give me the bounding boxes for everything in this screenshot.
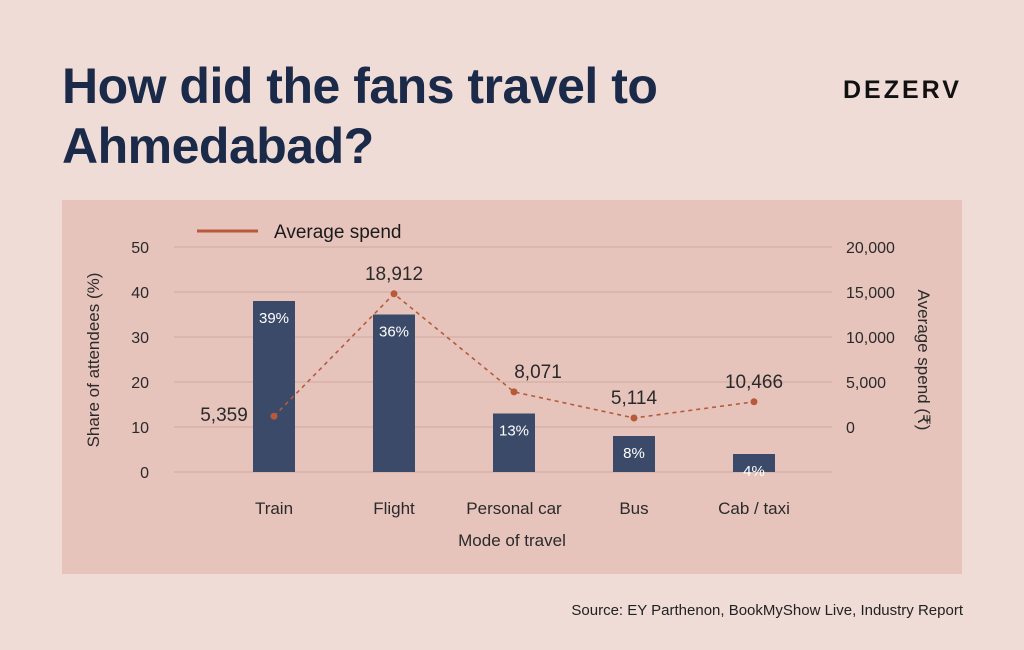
y-tick-label: 30 [131, 330, 149, 347]
x-axis-label: Mode of travel [458, 531, 566, 550]
line-point [750, 398, 758, 406]
y2-axis-label: Average spend (₹) [914, 290, 933, 431]
average-spend-line [273, 292, 755, 419]
legend-label: Average spend [274, 222, 401, 243]
x-tick-label: Personal car [466, 499, 562, 518]
x-tick-label: Train [255, 499, 293, 518]
line-value-label: 18,912 [365, 264, 423, 285]
chart-title: How did the fans travel to Ahmedabad? [62, 58, 658, 174]
line-value-label: 8,071 [514, 362, 562, 383]
bar-value-label: 13% [499, 423, 529, 440]
brand-logo: DEZERV [843, 76, 962, 104]
x-tick-label: Flight [373, 499, 415, 518]
combo-chart: 0 10 20 30 40 50 0 5,000 10,000 15,000 20,000 Share… [84, 222, 933, 550]
line-value-label: 5,359 [200, 405, 248, 426]
bar-value-label: 4% [743, 463, 765, 480]
line-point [270, 412, 278, 420]
bar [253, 301, 295, 472]
bar [493, 413, 535, 472]
y2-tick-label: 15,000 [846, 285, 895, 302]
y-tick-label: 20 [131, 375, 149, 392]
bar [373, 314, 415, 472]
bar-value-label: 8% [623, 445, 645, 462]
y-axis-label: Share of attendees (%) [84, 273, 103, 448]
y-tick-label: 10 [131, 420, 149, 437]
bar [613, 436, 655, 472]
line-point [390, 290, 398, 298]
y2-tick-label: 10,000 [846, 330, 895, 347]
line-point [630, 414, 638, 422]
bar-value-label: 36% [379, 324, 409, 341]
line-point [510, 388, 518, 396]
source-note: Source: EY Parthenon, BookMyShow Live, I… [571, 602, 963, 619]
y2-tick-label: 20,000 [846, 240, 895, 257]
y2-tick-label: 0 [846, 420, 855, 437]
bar [733, 454, 775, 472]
line-value-label: 5,114 [611, 388, 658, 409]
x-tick-label: Bus [619, 499, 648, 518]
bar-value-label: 39% [259, 310, 289, 327]
y-tick-label: 50 [131, 240, 149, 257]
x-tick-label: Cab / taxi [718, 499, 790, 518]
chart-panel: 0 10 20 30 40 50 0 5,000 10,000 15,000 20,000 Share… [62, 200, 962, 574]
y-tick-label: 0 [140, 465, 149, 482]
y-tick-label: 40 [131, 285, 149, 302]
y2-tick-label: 5,000 [846, 375, 886, 392]
line-value-label: 10,466 [725, 372, 783, 393]
